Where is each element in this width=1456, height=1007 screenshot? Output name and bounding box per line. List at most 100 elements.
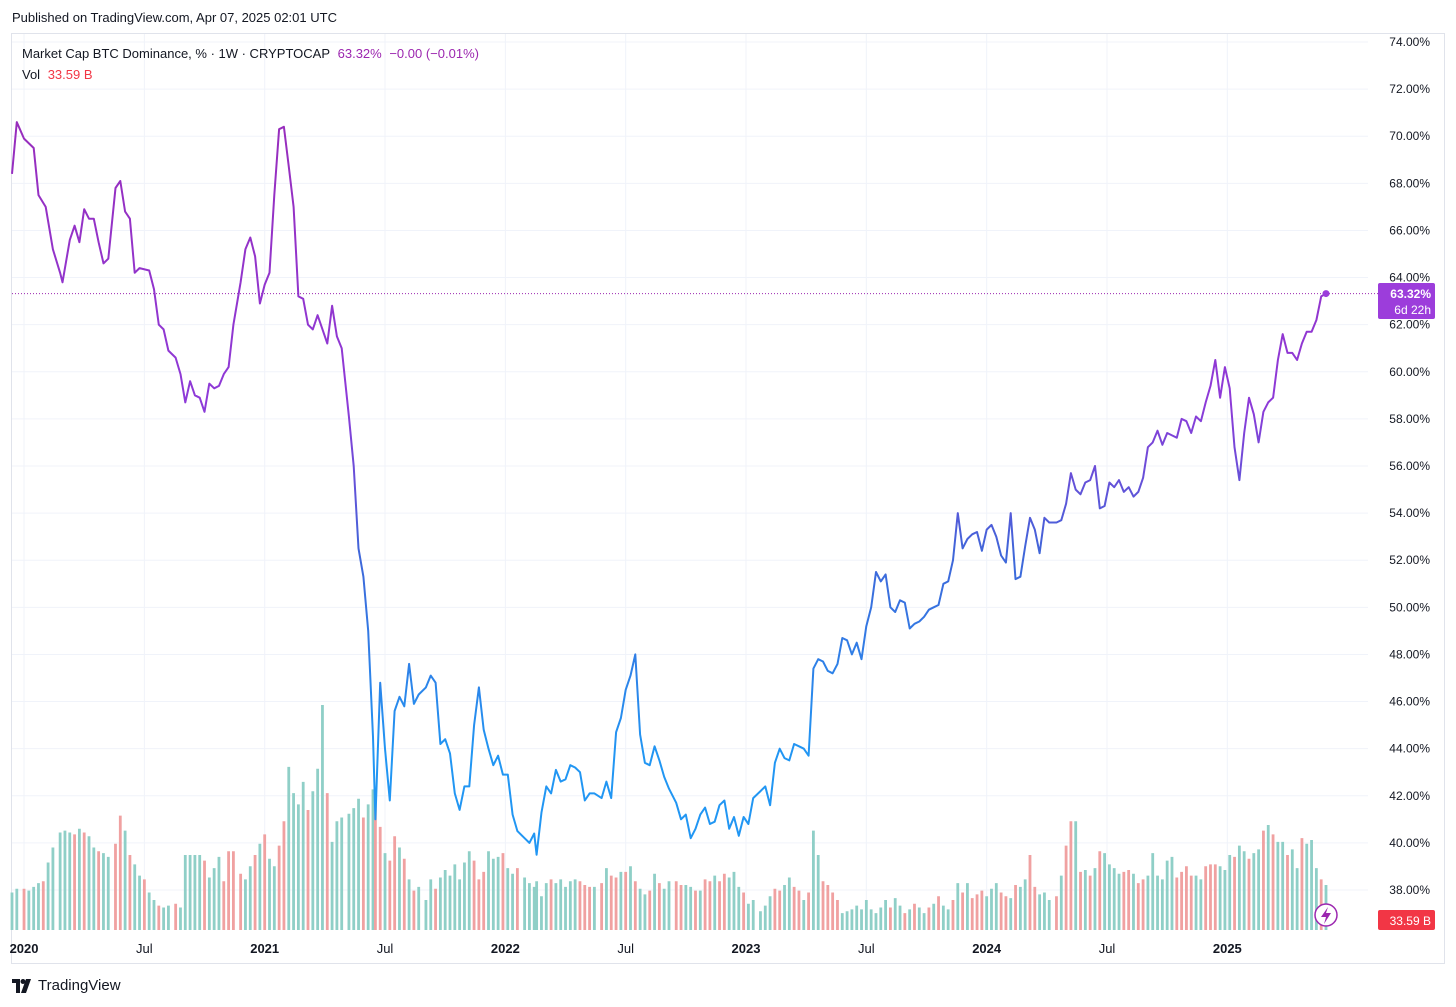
volume-bar [453,864,457,930]
volume-bar [970,898,974,930]
volume-bar [102,853,105,930]
volume-bar [1194,875,1198,930]
legend-symbol[interactable]: Market Cap BTC Dominance, % · 1W · CRYPT… [22,46,330,61]
volume-bar [292,793,295,930]
volume-bar [549,879,553,930]
volume-bar [588,886,591,930]
x-tick-label: 2025 [1213,941,1242,956]
volume-bar [147,892,151,930]
volume-bar [742,892,746,930]
volume-bar [994,883,998,930]
footer-brand[interactable]: TradingView [38,977,121,994]
volume-bar [1009,898,1013,930]
volume-bar [232,851,235,930]
volume-bar [27,890,31,930]
volume-bar [506,868,510,930]
volume-bar [966,883,969,930]
volume-bar [58,832,62,930]
volume-bar [434,888,437,930]
y-tick-label: 46.00% [1389,695,1430,709]
volume-bar [1257,849,1261,930]
volume-bar [727,877,731,930]
volume-bar [417,886,421,930]
volume-bar [321,705,324,930]
volume-bar [850,909,854,930]
volume-bar [393,836,397,930]
volume-bar [1160,879,1164,930]
y-tick-label: 56.00% [1389,459,1430,473]
y-tick-label: 64.00% [1389,271,1430,285]
legend-change: −0.00 (−0.01%) [389,46,479,61]
volume-bar [287,766,291,930]
volume-bar [884,900,887,930]
volume-bar [1209,864,1212,930]
volume-bar [633,881,637,930]
volume-bar [708,881,712,930]
volume-bar [443,870,447,930]
bolt-icon[interactable] [1314,903,1338,927]
volume-bar [1098,851,1102,930]
volume-bar [751,900,755,930]
volume-bar [903,913,907,930]
volume-bar [1047,900,1051,930]
volume-bar [203,860,206,930]
volume-bar [1165,860,1169,930]
volume-bar [97,851,101,930]
volume-bar [583,885,587,930]
volume-bar [306,810,310,930]
volume-bar [207,877,211,930]
volume-bar [138,875,141,930]
volume-bar [183,855,187,930]
volume-bar [448,875,452,930]
volume-bar [1074,821,1078,930]
volume-bar [222,881,226,930]
volume-bar [515,868,519,930]
volume-bar [366,804,370,930]
volume-bar [1043,892,1046,930]
volume-bar [424,900,428,930]
x-tick-label: Jul [136,941,153,956]
volume-bar [1286,855,1289,930]
volume-bar [831,892,835,930]
y-tick-label: 74.00% [1389,35,1430,49]
volume-bar [840,913,844,930]
tradingview-logo-icon [12,978,31,993]
volume-bar [523,877,527,930]
volume-bar [821,881,825,930]
x-tick-label: Jul [617,941,634,956]
volume-bar [1290,849,1294,930]
legend-vol-label[interactable]: Vol [22,67,41,82]
volume-bar [1103,853,1106,930]
volume-bar [244,879,247,930]
volume-bar [179,907,182,930]
volume-bar [1185,866,1188,930]
volume-bar [325,793,329,930]
volume-bar [600,883,604,930]
volume-bar [10,892,14,930]
volume-bar [378,826,382,930]
volume-bar [1108,864,1111,930]
volume-bar [802,900,806,930]
volume-bar [118,815,122,930]
volume-bar [657,883,661,930]
volume-bar [1122,871,1126,930]
volume-bar [807,892,810,930]
volume-bar [667,881,671,930]
volume-bar [573,879,577,930]
y-tick-label: 68.00% [1389,176,1430,190]
volume-bar [689,886,693,930]
volume-bar [722,873,726,930]
volume-bar [352,808,356,930]
footer: TradingView [12,977,121,994]
volume-bar [898,905,902,930]
volume-bar [568,881,572,930]
volume-bar [63,830,67,930]
volume-bar [578,881,582,930]
volume-bar [638,888,642,930]
volume-bar [227,851,230,930]
volume-bar [1004,896,1008,930]
volume-bar [511,873,514,930]
volume-bar [961,892,965,930]
volume-bar [1237,845,1241,930]
